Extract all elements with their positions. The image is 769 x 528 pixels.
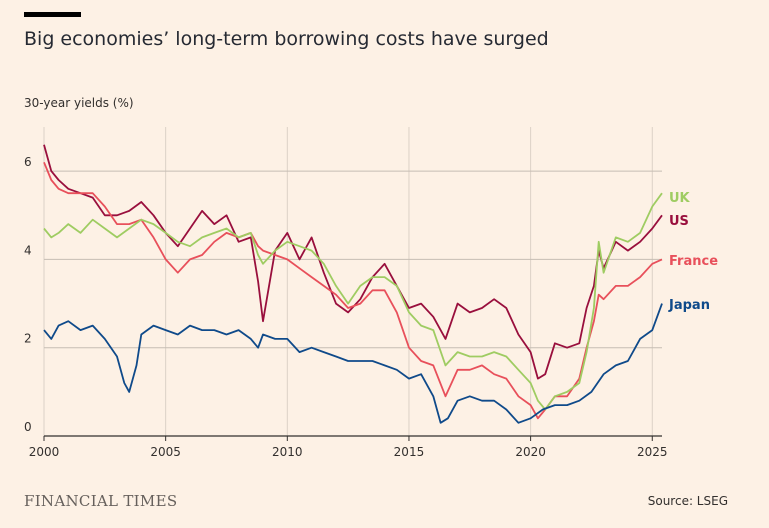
y-tick-label: 2 — [24, 332, 32, 346]
x-tick-label: 2025 — [637, 445, 668, 459]
series-line-uk — [43, 192, 663, 411]
y-tick-label: 0 — [24, 420, 32, 434]
x-tick-label: 2020 — [515, 445, 546, 459]
series-line-us — [43, 144, 663, 380]
series-label-france: France — [669, 254, 718, 269]
series-line-japan — [43, 303, 663, 424]
source-note: Source: LSEG — [647, 494, 728, 508]
series-label-uk: UK — [669, 191, 691, 206]
chart-title: Big economies’ long-term borrowing costs… — [24, 28, 549, 50]
series-line-france — [43, 161, 663, 420]
x-tick-label: 2010 — [272, 445, 303, 459]
x-tick-label: 2005 — [150, 445, 181, 459]
ft-brand-bar — [24, 12, 81, 17]
x-tick-label: 2015 — [394, 445, 425, 459]
y-tick-label: 6 — [24, 155, 32, 169]
series-label-us: US — [669, 214, 689, 229]
x-tick-label: 2000 — [29, 445, 60, 459]
series-label-japan: Japan — [668, 298, 710, 313]
publisher-logo: FINANCIAL TIMES — [24, 492, 178, 510]
y-axis-label: 30-year yields (%) — [24, 96, 134, 110]
y-tick-label: 4 — [24, 243, 32, 257]
